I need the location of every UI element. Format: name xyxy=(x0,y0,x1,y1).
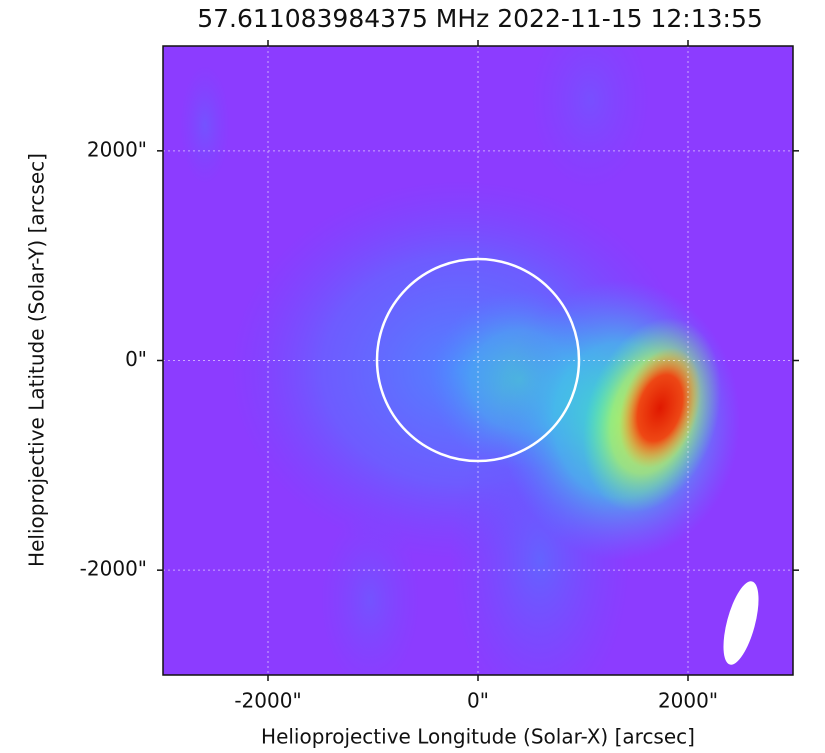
grid xyxy=(163,46,793,675)
y-tick-label: 0" xyxy=(125,347,147,371)
beam xyxy=(723,581,759,665)
x-axis-label: Helioprojective Longitude (Solar-X) [arc… xyxy=(261,725,695,749)
solar-limb xyxy=(375,257,581,463)
y-axis-label: Helioprojective Latitude (Solar-Y) [arcs… xyxy=(25,153,49,567)
chart-title: 57.611083984375 MHz 2022-11-15 12:13:55 xyxy=(197,4,763,33)
y-tick-label: -2000" xyxy=(80,557,147,581)
y-tick-label: 2000" xyxy=(87,137,147,161)
x-tick-label: 0" xyxy=(467,689,489,713)
x-tick-label: 2000" xyxy=(658,689,718,713)
x-tick-label: -2000" xyxy=(234,689,301,713)
